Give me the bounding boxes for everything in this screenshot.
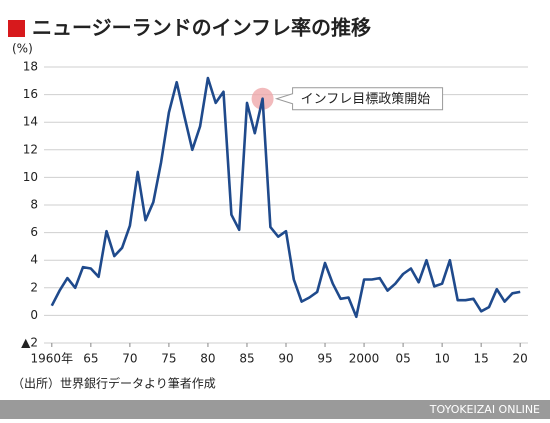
footer-bar	[0, 400, 550, 419]
x-tick-label: 70	[122, 352, 137, 366]
x-tick-label: 75	[161, 352, 176, 366]
x-tick-label: 2000	[349, 352, 380, 366]
y-tick-label: 6	[30, 225, 38, 239]
credit: TOYOKEIZAI ONLINE	[429, 403, 540, 416]
y-tick-label: 18	[23, 60, 38, 74]
x-tick-label: 20	[513, 352, 528, 366]
x-tick-label: 85	[239, 352, 254, 366]
y-tick-label: 0	[30, 308, 38, 322]
source: （出所）世界銀行データより筆者作成	[12, 376, 216, 391]
y-tick-label: 4	[30, 253, 38, 267]
annotation-box	[274, 87, 444, 111]
annotation-text: インフレ目標政策開始	[301, 91, 431, 107]
x-tick-label: 90	[278, 352, 293, 366]
x-tick-label: 80	[200, 352, 215, 366]
x-tick-label: 05	[395, 352, 410, 366]
title-marker	[8, 20, 25, 37]
y-tick-label: 14	[23, 115, 38, 129]
y-tick-label: 16	[23, 87, 38, 101]
x-tick-label: 1960年	[31, 352, 74, 366]
data-line	[50, 76, 521, 319]
y-tick-label: 2	[30, 280, 38, 294]
y-tick-label: ▲2	[21, 336, 38, 350]
y-tick-label: 8	[30, 198, 38, 212]
x-tick-label: 95	[317, 352, 332, 366]
x-tick-label: 15	[474, 352, 489, 366]
y-tick-label: 10	[23, 170, 38, 184]
chart-title: ニュージーランドのインフレ率の推移	[32, 16, 371, 40]
y-unit: (%)	[12, 42, 33, 56]
y-tick-label: 12	[23, 142, 38, 156]
x-tick-label: 65	[83, 352, 98, 366]
x-tick-label: 10	[434, 352, 449, 366]
